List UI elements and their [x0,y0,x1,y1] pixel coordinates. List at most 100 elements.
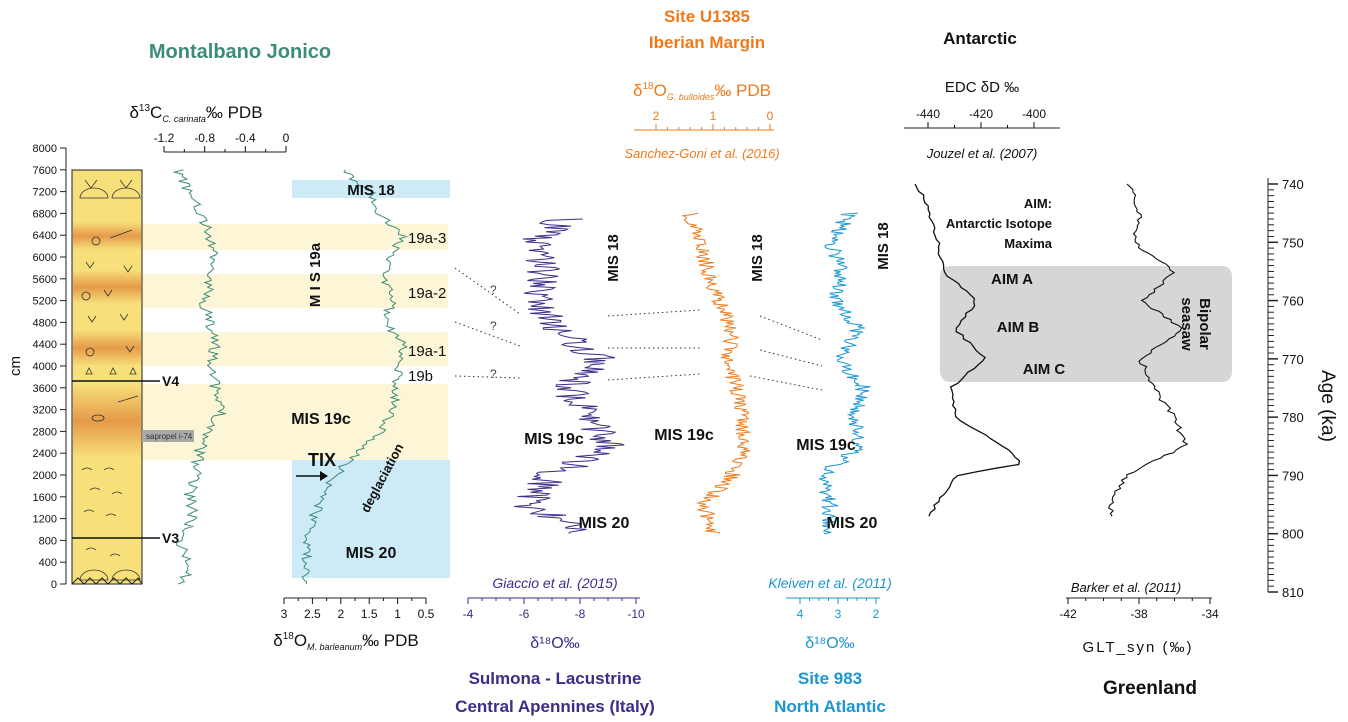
cm-axis-label: cm [7,356,24,376]
tick-label: 4800 [33,317,57,329]
title-site983-line2: North Atlantic [774,697,886,716]
tick-label: -38 [1130,607,1148,621]
title-antarctic: Antarctic [943,29,1017,48]
tick-label: 6400 [33,230,57,242]
tick-label: 810 [1282,585,1304,600]
tick-label: 750 [1282,235,1304,250]
tick-label: 1 [710,109,717,123]
title-sulmona-line2: Central Apennines (Italy) [455,697,655,716]
ref-giaccio: Giaccio et al. (2015) [492,575,617,591]
series-d18o-montalbano [301,169,409,585]
tick-label: 4400 [33,339,57,351]
bipolar-seesaw-box [940,266,1232,382]
svg-text:δ18OM. barleanum‰ PDB: δ18OM. barleanum‰ PDB [273,631,419,652]
aim-a-label: AIM A [991,271,1033,288]
band-19a1 [142,332,448,366]
tick-label: -34 [1201,607,1219,621]
bipolar-label-l2: seasaw [1178,297,1195,351]
aim-title-l1: AIM: [1024,196,1052,211]
q-mark-3: ? [490,367,497,381]
ref-jouzel: Jouzel et al. (2007) [926,146,1038,161]
ref-kleiven: Kleiven et al. (2011) [768,575,891,591]
tick-label: 3 [835,607,842,621]
axis-site983: Kleiven et al. (2011) 4 3 2 δ¹⁸O‰ [768,575,891,652]
label-mis19a-vertical: M I S 19a [307,242,324,307]
tick-label: 740 [1282,177,1304,192]
band-19a2 [142,274,448,308]
label-mis19c-sulmona: MIS 19c [524,431,584,448]
q-mark-2: ? [490,319,497,333]
bipolar-label-l1: Bipolar [1196,298,1213,350]
tick-label: 4 [797,607,804,621]
tick-label: 2 [873,607,880,621]
band-mis19c [142,384,448,460]
series-u1385 [681,212,752,534]
tick-label: -420 [969,107,993,121]
axis-d18o-mbarleanum: 3 2.5 2 1.5 1 0.5 δ18OM. barleanum‰ PDB [273,597,435,652]
lith-orange-4 [73,384,141,458]
label-mis18-band: MIS 18 [347,182,395,199]
age-axis-label: Age (ka) [1317,370,1338,442]
q-mark-1: ? [490,283,497,297]
svg-text:δ13CC. carinata‰ PDB: δ13CC. carinata‰ PDB [129,103,262,124]
tick-label: 800 [39,535,57,547]
tick-label: 800 [1282,527,1304,542]
tick-label: -10 [627,607,645,621]
tick-label: -42 [1059,607,1077,621]
svg-text:δ¹⁸O‰: δ¹⁸O‰ [805,635,854,652]
label-mis18-sulmona: MIS 18 [605,234,622,282]
tick-label: -6 [519,607,530,621]
label-mis20-montalbano: MIS 20 [346,545,397,562]
axis-d13c: δ13CC. carinata‰ PDB -1.2 -0.8 -0.4 0 [129,103,290,153]
tick-label: 2 [653,109,660,123]
lithology-column [71,169,194,585]
label-19b: 19b [408,368,433,385]
band-mis20 [292,460,450,578]
tick-label: -0.8 [194,131,215,145]
tick-label: 3200 [33,405,57,417]
label-mis18-u1385: MIS 18 [749,234,766,282]
tick-label: 400 [39,557,57,569]
svg-text:δ18OG. bulloides‰ PDB: δ18OG. bulloides‰ PDB [633,81,771,102]
series-site983 [817,212,871,535]
tick-label: -440 [916,107,940,121]
series-d13c-montalbano [172,169,228,585]
tick-label: 4000 [33,361,57,373]
axis-age: 740 750 760 770 780 790 800 810 Age (ka) [1267,177,1338,600]
svg-text:EDC δD ‰: EDC δD ‰ [945,79,1019,96]
label-mis19c-montalbano: MIS 19c [291,411,351,428]
tick-label: 0.5 [418,607,435,621]
title-u1385-line2: Iberian Margin [649,33,765,52]
axis-edc: EDC δD ‰ -440 -420 -400 Jouzel et al. (200… [904,79,1060,161]
title-site983-line1: Site 983 [798,669,862,688]
lith-orange-3 [73,330,141,366]
tick-label: 3600 [33,383,57,395]
aim-c-label: AIM C [1023,361,1066,378]
axis-glt: Barker et al. (2011) -42 -38 -34 GLT_syn (… [1059,580,1219,656]
aim-b-label: AIM B [997,319,1040,336]
title-u1385-line1: Site U1385 [664,7,750,26]
tick-label: 2.5 [304,607,321,621]
lith-orange-2 [73,270,141,304]
aim-title-l2: Antarctic Isotope [946,216,1052,231]
lith-orange-1 [73,222,141,250]
label-mis19c-u1385: MIS 19c [654,427,714,444]
aim-title-l3: Maxima [1004,236,1052,251]
title-greenland: Greenland [1103,678,1197,699]
v4-label: V4 [162,373,179,389]
label-tix: TIX [308,450,336,470]
axis-sulmona: Giaccio et al. (2015) -4 -6 -8 -10 δ¹⁸O‰ [463,575,645,652]
tick-label: 5600 [33,274,57,286]
tick-label: -0.4 [235,131,256,145]
label-19a2: 19a-2 [408,285,446,302]
title-sulmona-line1: Sulmona - Lacustrine [469,669,642,688]
svg-text:δ¹⁸O‰: δ¹⁸O‰ [530,635,579,652]
tick-label: -4 [463,607,474,621]
label-19a1: 19a-1 [408,343,446,360]
band-19a3 [142,224,448,250]
v3-label: V3 [162,530,179,546]
tick-label: 3 [281,607,288,621]
tick-label: 1 [394,607,401,621]
label-mis20-983: MIS 20 [827,515,878,532]
series-glt [1108,183,1189,517]
